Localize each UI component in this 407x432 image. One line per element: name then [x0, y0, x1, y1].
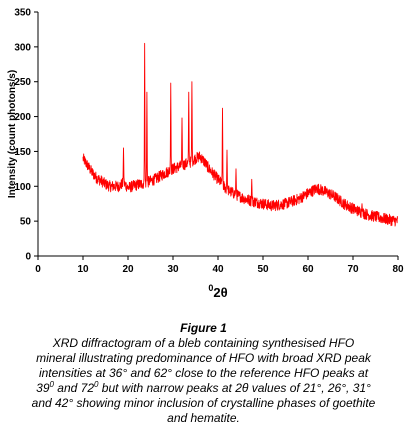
- x-tick-label: 10: [77, 264, 89, 275]
- caption-sup: 0: [49, 380, 54, 389]
- x-tick-label: 70: [347, 264, 359, 275]
- y-tick-label: 50: [20, 217, 32, 228]
- y-tick-label: 100: [14, 182, 31, 193]
- y-tick-label: 250: [14, 77, 31, 88]
- caption-line: XRD diffractogram of a bleb containing s…: [52, 336, 355, 350]
- caption-line: and hematite.: [167, 411, 240, 425]
- x-axis-title-sup: 0: [208, 283, 213, 293]
- caption-body: XRD diffractogram of a bleb containing s…: [0, 336, 407, 426]
- caption-title: Figure 1: [180, 321, 227, 335]
- x-tick-label: 40: [212, 264, 224, 275]
- figure-caption: Figure 1 XRD diffractogram of a bleb con…: [0, 320, 407, 426]
- y-tick-label: 300: [14, 42, 31, 53]
- caption-line: mineral illustrating predominance of HFO…: [36, 351, 371, 365]
- y-tick-label: 0: [25, 252, 31, 263]
- x-tick-label: 0: [35, 264, 41, 275]
- x-tick-label: 30: [167, 264, 179, 275]
- caption-line: 390 and 720 but with narrow peaks at 2θ …: [4, 381, 403, 396]
- x-tick-label: 80: [392, 264, 404, 275]
- x-tick-label: 20: [122, 264, 134, 275]
- x-tick-label: 60: [302, 264, 314, 275]
- caption-text: and 72: [53, 381, 94, 395]
- caption-line: and 42° showing minor inclusion of cryst…: [31, 396, 376, 410]
- caption-text: 39: [36, 381, 50, 395]
- x-axis-title-main: 2θ: [213, 285, 227, 300]
- x-tick-label: 50: [257, 264, 269, 275]
- caption-sup: 0: [94, 380, 99, 389]
- caption-text: but with narrow peaks at 2θ values of 21…: [98, 381, 371, 395]
- y-tick-label: 350: [14, 8, 31, 19]
- xrd-chart: 0 50 100 150 200 250 300 350 0 10 20 30 40 50 60 70 80 I…: [7, 8, 404, 301]
- caption-line: intensities at 36° and 62° close to the …: [38, 366, 369, 380]
- diffractogram-series: [82, 42, 399, 227]
- tick-labels: 0 50 100 150 200 250 300 350 0 10 20 30 40 50 60 70 80: [14, 8, 404, 276]
- x-axis-title: 02θ: [208, 283, 227, 300]
- y-axis-title: Intensity (count photons/s): [7, 70, 18, 198]
- y-tick-label: 150: [14, 147, 31, 158]
- axis-ticks: [34, 11, 399, 260]
- y-tick-label: 200: [14, 112, 31, 123]
